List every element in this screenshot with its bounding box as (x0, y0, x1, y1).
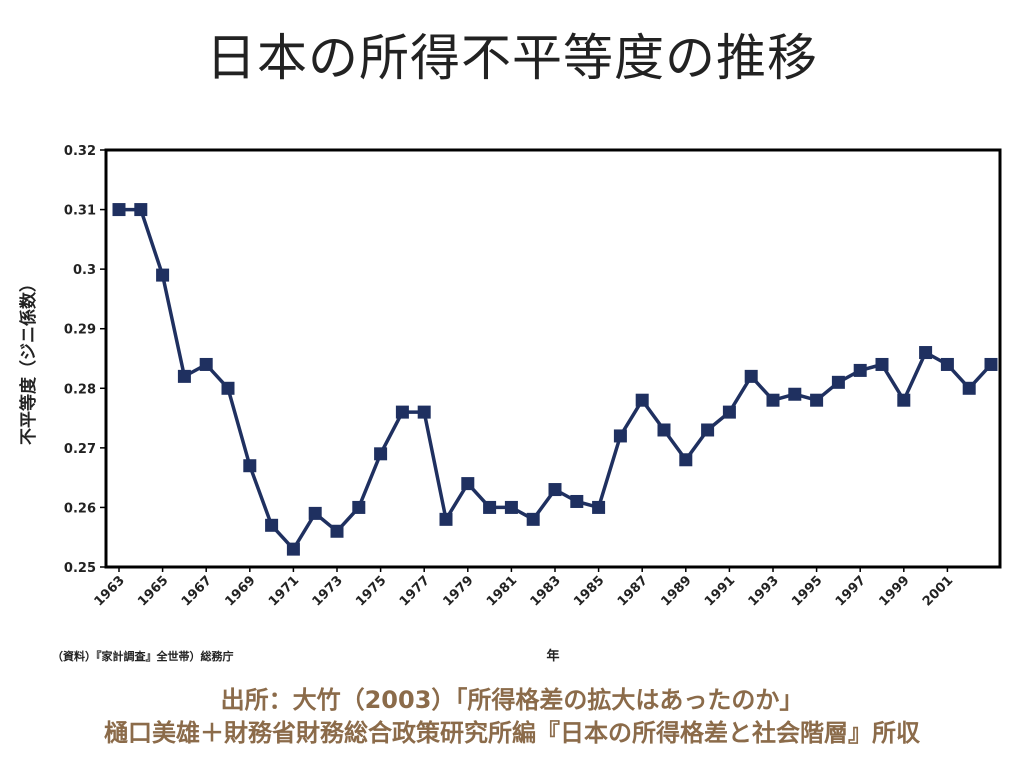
data-point-marker (919, 346, 933, 360)
y-axis-ticks: 0.25 0.26 0.27 0.28 0.29 0.3 0.31 0.32 (64, 144, 106, 576)
x-axis-ticks: 1963 1965 1967 1969 1971 1973 1975 1977 1979 1981… (92, 567, 956, 609)
y-tick-label: 0.32 (64, 144, 96, 159)
source-note: （資料）『家計調査』全世帯）総務庁 (52, 650, 234, 663)
data-point-marker (221, 381, 235, 395)
data-point-marker (352, 500, 366, 514)
x-tick-label: 1967 (179, 573, 215, 609)
data-point-marker (504, 500, 518, 514)
data-point-marker (374, 447, 388, 461)
y-tick-label: 0.29 (64, 323, 96, 338)
x-tick-label: 1981 (484, 573, 520, 609)
series-markers (112, 203, 998, 556)
data-point-marker (766, 393, 780, 407)
x-tick-label: 1991 (702, 573, 738, 609)
data-point-marker (526, 512, 540, 526)
data-point-marker (417, 405, 431, 419)
data-point-marker (853, 363, 867, 377)
data-point-marker (483, 500, 497, 514)
data-point-marker (570, 494, 584, 508)
y-tick-label: 0.28 (64, 382, 96, 397)
x-tick-label: 1965 (135, 573, 171, 609)
x-tick-label: 1979 (440, 573, 476, 609)
data-point-marker (156, 268, 170, 282)
y-tick-label: 0.3 (73, 263, 96, 278)
citation-line-1: 出所：大竹（2003）「所得格差の拡大はあったのか」 (220, 686, 804, 714)
data-point-marker (744, 369, 758, 383)
data-point-marker (984, 357, 998, 371)
x-tick-label: 1963 (92, 573, 128, 609)
x-tick-label: 1969 (222, 573, 258, 609)
y-tick-label: 0.31 (64, 204, 96, 219)
x-tick-label: 1993 (746, 573, 782, 609)
data-point-marker (875, 357, 889, 371)
x-tick-label: 1995 (789, 573, 825, 609)
data-point-marker (439, 512, 453, 526)
x-tick-label: 1997 (833, 573, 869, 609)
citation-line-2: 樋口美雄＋財務省財務総合政策研究所編『日本の所得格差と社会階層』所収 (104, 719, 920, 747)
x-tick-label: 1977 (397, 573, 433, 609)
x-tick-label: 1975 (353, 573, 389, 609)
x-tick-label: 1971 (266, 573, 302, 609)
data-point-marker (722, 405, 736, 419)
page-title: 日本の所得不平等度の推移 (206, 29, 818, 87)
data-point-marker (243, 459, 257, 473)
data-point-marker (701, 423, 715, 437)
data-point-marker (810, 393, 824, 407)
y-axis-label: 不平等度（ジニ係数） (18, 275, 39, 445)
data-point-marker (592, 500, 606, 514)
x-tick-label: 1973 (310, 573, 346, 609)
plot-frame (104, 148, 1002, 569)
x-tick-label: 1985 (571, 573, 607, 609)
data-point-marker (134, 203, 148, 217)
data-point-marker (679, 453, 693, 467)
data-point-marker (635, 393, 649, 407)
data-point-marker (199, 357, 213, 371)
data-point-marker (461, 477, 475, 491)
data-point-marker (548, 483, 562, 497)
data-point-marker (940, 357, 954, 371)
data-point-marker (962, 381, 976, 395)
data-point-marker (112, 203, 126, 217)
data-point-marker (177, 369, 191, 383)
data-point-marker (286, 542, 300, 556)
x-tick-label: 1987 (615, 573, 651, 609)
gini-line-chart: 0.25 0.26 0.27 0.28 0.29 0.3 0.31 0.32 1963 1965… (18, 144, 1002, 664)
data-point-marker (308, 506, 322, 520)
data-point-marker (613, 429, 627, 443)
x-axis-label: 年 (546, 648, 559, 664)
y-tick-label: 0.26 (64, 501, 96, 516)
data-point-marker (831, 375, 845, 389)
series-line (119, 207, 993, 551)
data-point-marker (330, 524, 344, 538)
x-tick-label: 1999 (876, 573, 912, 609)
x-tick-label: 2001 (920, 573, 956, 609)
data-point-marker (265, 518, 279, 532)
x-tick-label: 1983 (528, 573, 564, 609)
y-tick-label: 0.25 (64, 561, 96, 576)
data-point-marker (395, 405, 409, 419)
data-point-marker (788, 387, 802, 401)
y-tick-label: 0.27 (64, 442, 96, 457)
data-point-marker (897, 393, 911, 407)
data-point-marker (657, 423, 671, 437)
x-tick-label: 1989 (658, 573, 694, 609)
